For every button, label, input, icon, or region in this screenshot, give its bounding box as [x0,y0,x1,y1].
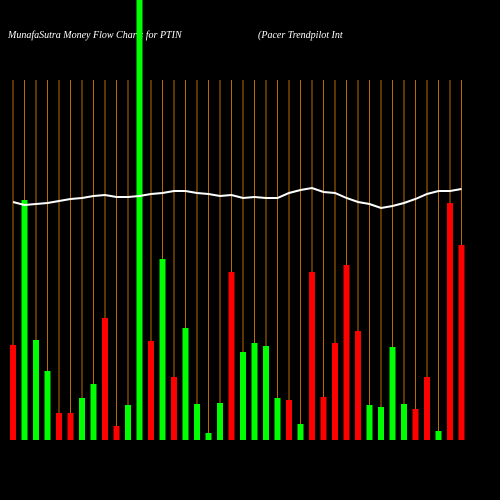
bar [182,328,189,440]
bar [10,345,16,440]
bar [309,272,315,440]
chart-subtitle: (Pacer Trendpilot Int [258,30,343,41]
bar [366,405,373,440]
bar [263,346,269,440]
bar [217,403,223,440]
bar [343,265,350,440]
bar [136,0,143,440]
bar [21,200,28,440]
bar [240,352,246,440]
bar [378,407,384,440]
bar [458,245,465,440]
bar [424,377,430,440]
bar [171,377,177,440]
bar [44,371,51,440]
chart-title: MunafaSutra Money Flow Charts for PTIN [7,30,183,41]
bar [102,318,108,440]
bar [125,405,131,440]
bar [67,413,74,440]
bar [79,398,85,440]
bar [297,424,304,440]
bar [194,404,200,440]
bar [228,272,235,440]
bar [251,343,258,440]
bar [56,413,62,440]
money-flow-line [12,186,462,210]
bar [90,384,97,440]
bar [435,431,442,440]
bar [33,340,39,440]
bar [412,409,419,440]
bar [355,331,361,440]
bar [159,259,166,440]
bar [148,341,154,440]
bar [113,426,120,440]
bar [320,397,327,440]
bar [332,343,338,440]
bar [274,398,281,440]
bar [286,400,292,440]
bar [389,347,396,440]
bar [205,433,212,440]
bar [401,404,407,440]
bar [447,203,453,440]
